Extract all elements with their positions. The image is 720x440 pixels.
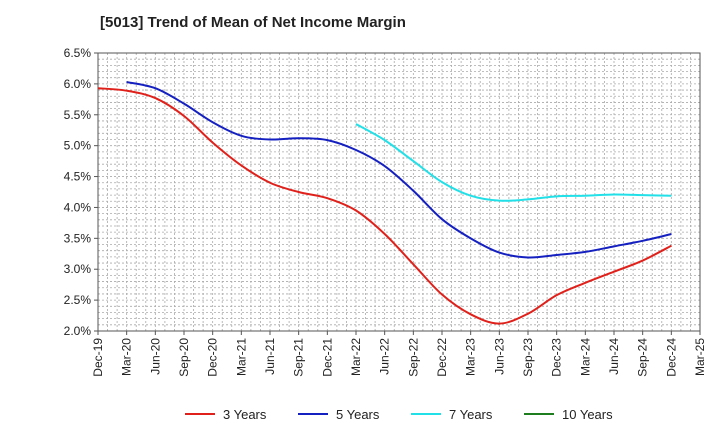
legend-label: 5 Years: [336, 407, 380, 422]
x-tick-label: Jun-23: [492, 338, 506, 375]
x-tick-label: Mar-21: [234, 338, 248, 376]
series-line-7-years: [355, 123, 672, 202]
y-tick-label: 3.5%: [64, 231, 92, 245]
y-tick-label: 6.0%: [64, 77, 92, 91]
chart-title: [5013] Trend of Mean of Net Income Margi…: [100, 14, 406, 31]
x-tick-label: Sep-21: [292, 338, 306, 377]
x-tick-label: Jun-21: [263, 338, 277, 375]
x-tick-label: Sep-24: [636, 338, 650, 377]
x-tick-label: Mar-20: [120, 338, 134, 376]
x-tick-label: Dec-24: [664, 338, 678, 377]
legend-label: 7 Years: [449, 407, 493, 422]
legend-label: 10 Years: [562, 407, 613, 422]
x-tick-label: Dec-19: [91, 338, 105, 377]
x-tick-label: Jun-24: [607, 338, 621, 375]
x-tick-label: Dec-22: [435, 338, 449, 377]
y-tick-label: 3.0%: [64, 262, 92, 276]
x-tick-label: Dec-23: [550, 338, 564, 377]
y-tick-label: 6.5%: [64, 46, 92, 60]
x-tick-label: Jun-22: [378, 338, 392, 375]
plot-area-frame: [97, 52, 701, 332]
y-tick-label: 2.0%: [64, 324, 92, 338]
x-tick-label: Dec-21: [320, 338, 334, 377]
x-tick-label: Sep-20: [177, 338, 191, 377]
y-tick-label: 5.0%: [64, 139, 92, 153]
series-line-3-years: [97, 87, 672, 325]
x-tick-label: Dec-20: [206, 338, 220, 377]
x-tick-label: Mar-25: [693, 338, 707, 376]
legend-label: 3 Years: [223, 407, 267, 422]
y-tick-label: 4.0%: [64, 200, 92, 214]
x-tick-label: Mar-23: [464, 338, 478, 376]
x-tick-label: Mar-24: [578, 338, 592, 376]
x-tick-label: Sep-22: [406, 338, 420, 377]
x-tick-label: Sep-23: [521, 338, 535, 377]
x-tick-label: Jun-20: [148, 338, 162, 375]
y-tick-label: 4.5%: [64, 170, 92, 184]
series-line-5-years: [126, 81, 672, 259]
y-tick-label: 5.5%: [64, 108, 92, 122]
y-tick-label: 2.5%: [64, 293, 92, 307]
x-tick-label: Mar-22: [349, 338, 363, 376]
